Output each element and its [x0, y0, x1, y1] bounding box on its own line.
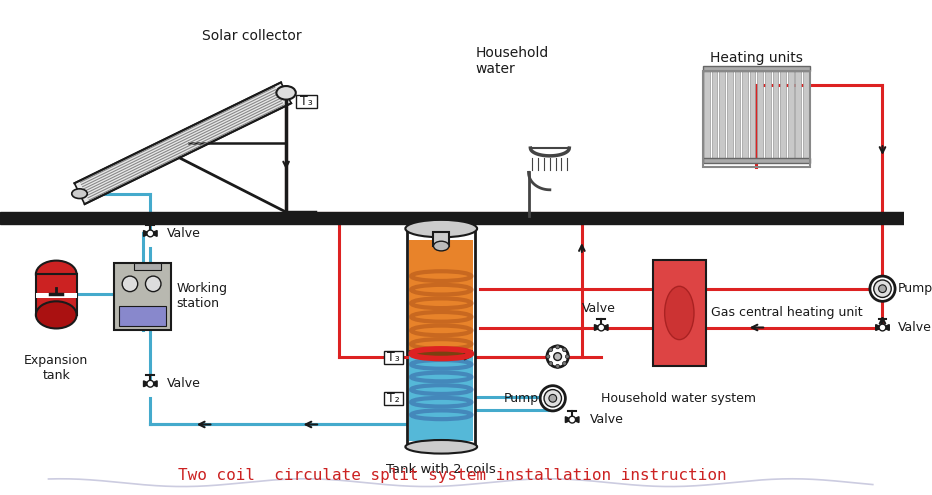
Circle shape [147, 380, 154, 387]
Polygon shape [883, 325, 889, 331]
Circle shape [554, 353, 561, 360]
Circle shape [870, 276, 895, 301]
Ellipse shape [72, 189, 88, 198]
Circle shape [555, 345, 559, 349]
Circle shape [569, 416, 576, 423]
Text: Heating units: Heating units [710, 51, 802, 65]
Circle shape [597, 324, 605, 331]
Circle shape [147, 230, 154, 237]
Text: Valve: Valve [590, 413, 624, 426]
Bar [796, 66, 802, 163]
Circle shape [547, 346, 569, 367]
Bar [134, 262, 161, 270]
Circle shape [563, 348, 567, 351]
Bar [758, 66, 763, 163]
Circle shape [874, 280, 891, 297]
Ellipse shape [405, 440, 477, 453]
Text: Gas central heating unit: Gas central heating unit [711, 306, 862, 319]
Polygon shape [150, 381, 158, 387]
Bar [703, 158, 810, 163]
Bar [384, 392, 404, 405]
Bar [295, 95, 317, 108]
Bar [35, 293, 76, 298]
Bar [765, 66, 771, 163]
Text: Valve: Valve [167, 227, 200, 240]
Text: Valve: Valve [898, 321, 932, 334]
Circle shape [544, 390, 561, 407]
Polygon shape [572, 417, 579, 423]
Bar [433, 233, 449, 246]
Bar [703, 70, 810, 167]
Bar [119, 306, 166, 326]
Text: Household
water: Household water [475, 46, 548, 76]
Text: T₂: T₂ [388, 392, 400, 405]
Polygon shape [150, 231, 158, 236]
Text: Valve: Valve [167, 377, 200, 390]
Bar [384, 351, 404, 364]
Bar [409, 240, 473, 352]
Bar [773, 66, 778, 163]
Circle shape [549, 348, 553, 351]
Text: Solar collector: Solar collector [202, 29, 302, 43]
Bar [703, 66, 810, 70]
Circle shape [555, 364, 559, 368]
Text: Valve: Valve [582, 301, 616, 315]
Bar [727, 66, 733, 163]
Bar [720, 66, 725, 163]
Bar [0, 212, 904, 224]
Ellipse shape [433, 241, 449, 251]
Bar [803, 66, 809, 163]
Bar [749, 66, 756, 163]
Polygon shape [144, 231, 150, 236]
Circle shape [145, 276, 161, 292]
Text: Household water system: Household water system [601, 392, 756, 405]
Polygon shape [595, 325, 601, 331]
Polygon shape [144, 381, 150, 387]
Bar [712, 66, 718, 163]
Circle shape [566, 354, 569, 358]
Bar [652, 259, 706, 366]
Text: T₃: T₃ [300, 95, 313, 108]
Polygon shape [566, 417, 572, 423]
Bar [409, 354, 473, 441]
Bar [35, 274, 76, 315]
Ellipse shape [405, 220, 477, 237]
Circle shape [546, 354, 550, 358]
Bar [407, 229, 475, 447]
Ellipse shape [35, 301, 76, 329]
Bar [780, 66, 786, 163]
Bar [409, 350, 473, 355]
Circle shape [563, 361, 567, 365]
Polygon shape [75, 82, 291, 204]
Text: Pump: Pump [898, 282, 932, 295]
Ellipse shape [35, 260, 76, 288]
Text: Two coil  circulate split system installation instruction: Two coil circulate split system installa… [178, 468, 726, 484]
Circle shape [879, 324, 886, 331]
Circle shape [549, 361, 553, 365]
Polygon shape [876, 325, 883, 331]
Circle shape [549, 395, 556, 402]
Circle shape [541, 386, 566, 411]
Bar [115, 262, 171, 331]
Text: Tank with 2 coils: Tank with 2 coils [387, 463, 496, 476]
Polygon shape [601, 325, 608, 331]
Ellipse shape [277, 86, 295, 99]
Text: T₃: T₃ [388, 351, 400, 364]
Bar [742, 66, 747, 163]
Circle shape [122, 276, 138, 292]
Text: Working
station: Working station [176, 283, 227, 310]
Ellipse shape [665, 286, 694, 340]
Bar [704, 66, 710, 163]
Text: Pump: Pump [504, 392, 540, 405]
Circle shape [879, 285, 886, 293]
Bar [734, 66, 740, 163]
Bar [788, 66, 793, 163]
Text: Expansion
tank: Expansion tank [24, 354, 89, 382]
